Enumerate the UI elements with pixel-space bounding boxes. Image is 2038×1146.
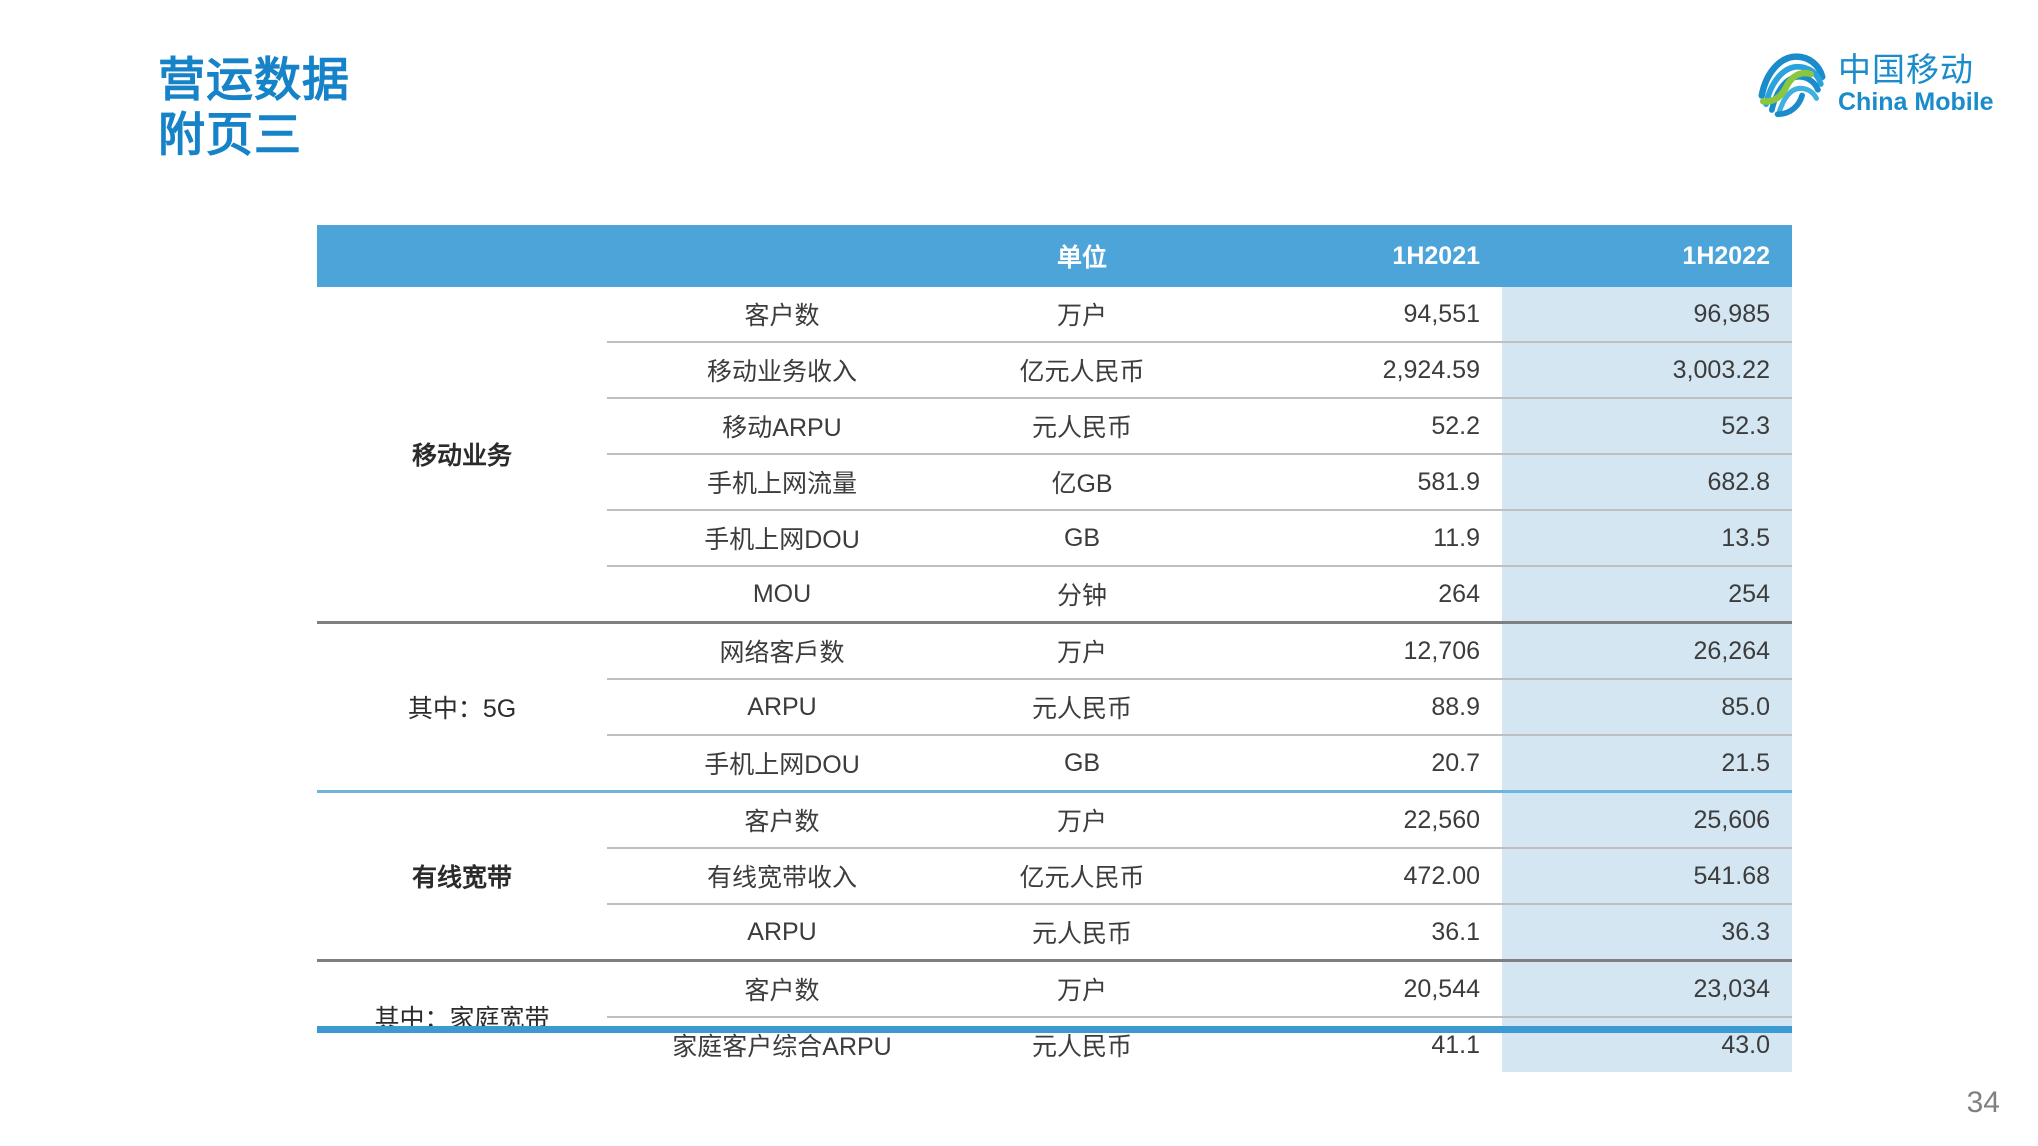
row-value-1h2021: 472.00 (1207, 847, 1502, 904)
row-unit-label: GB (957, 509, 1207, 566)
row-value-1h2021: 94,551 (1207, 287, 1502, 342)
row-value-1h2021: 11.9 (1207, 509, 1502, 566)
table-row: ARPU 元人民币 88.9 85.0 (317, 678, 1792, 735)
row-value-1h2021: 264 (1207, 565, 1502, 623)
logo-text-cn: 中国移动 (1838, 50, 1974, 88)
table-row: 有线宽带 客户数 万户 22,560 25,606 (317, 790, 1792, 961)
row-value-1h2022: 23,034 (1502, 959, 1792, 1017)
row-value-1h2022: 36.3 (1502, 903, 1792, 961)
row-value-1h2022: 21.5 (1502, 734, 1792, 792)
row-item-label: 网络客戶数 (607, 621, 957, 679)
table-row: 移动业务收入 亿元人民币 2,924.59 3,003.22 (317, 341, 1792, 398)
row-item-label: ARPU (607, 903, 957, 961)
row-unit-label: 元人民币 (957, 678, 1207, 735)
header-item (607, 225, 957, 287)
row-value-1h2021: 2,924.59 (1207, 341, 1502, 398)
operating-data-table-wrap: 单位 1H2021 1H2022 移动业务 客户数 万户 94,551 96,985 移动… (317, 225, 1792, 1072)
table-row: 手机上网流量 亿GB 581.9 682.8 (317, 453, 1792, 510)
row-value-1h2022: 52.3 (1502, 397, 1792, 454)
row-unit-label: 亿元人民币 (957, 847, 1207, 904)
row-item-label: 移动ARPU (607, 397, 957, 454)
row-unit-label: 亿元人民币 (957, 341, 1207, 398)
row-unit-label: 万户 (957, 959, 1207, 1017)
row-category-label: 其中：家庭宽带 (317, 959, 607, 1072)
row-value-1h2022: 25,606 (1502, 790, 1792, 848)
china-mobile-logo: 中国移动 China Mobile (1756, 48, 1994, 120)
table-header-row: 单位 1H2021 1H2022 (317, 225, 1792, 287)
row-item-label: MOU (607, 565, 957, 623)
row-value-1h2022: 85.0 (1502, 678, 1792, 735)
page-title-line-2: 附页三 (158, 108, 302, 162)
table-row: ARPU 元人民币 36.1 36.3 (317, 903, 1792, 961)
row-item-label: 手机上网流量 (607, 453, 957, 510)
china-mobile-logo-mark (1756, 48, 1828, 120)
row-value-1h2021: 20.7 (1207, 734, 1502, 792)
row-category-label: 移动业务 (317, 287, 607, 623)
china-mobile-logo-text: 中国移动 China Mobile (1838, 50, 1994, 117)
row-unit-label: 亿GB (957, 453, 1207, 510)
row-value-1h2021: 88.9 (1207, 678, 1502, 735)
header-category (317, 225, 607, 287)
row-value-1h2021: 581.9 (1207, 453, 1502, 510)
row-item-label: 客户数 (607, 959, 957, 1017)
row-unit-label: 万户 (957, 790, 1207, 848)
logo-text-en: China Mobile (1838, 88, 1994, 117)
row-value-1h2021: 36.1 (1207, 903, 1502, 961)
row-value-1h2022: 13.5 (1502, 509, 1792, 566)
header-unit: 单位 (957, 225, 1207, 287)
row-item-label: ARPU (607, 678, 957, 735)
row-unit-label: 元人民币 (957, 397, 1207, 454)
row-value-1h2021: 20,544 (1207, 959, 1502, 1017)
table-row: 移动ARPU 元人民币 52.2 52.3 (317, 397, 1792, 454)
row-value-1h2022: 541.68 (1502, 847, 1792, 904)
row-unit-label: 万户 (957, 621, 1207, 679)
row-value-1h2022: 26,264 (1502, 621, 1792, 679)
table-body: 移动业务 客户数 万户 94,551 96,985 移动业务收入 亿元人民币 2,924.59… (317, 287, 1792, 1072)
row-unit-label: 元人民币 (957, 903, 1207, 961)
row-item-label: 手机上网DOU (607, 734, 957, 792)
row-value-1h2021: 22,560 (1207, 790, 1502, 848)
row-category-label: 其中：5G (317, 621, 607, 792)
table-row: 手机上网DOU GB 11.9 13.5 (317, 509, 1792, 566)
table-row: MOU 分钟 264 254 (317, 565, 1792, 623)
header-1h2021: 1H2021 (1207, 225, 1502, 287)
row-unit-label: 分钟 (957, 565, 1207, 623)
row-value-1h2022: 254 (1502, 565, 1792, 623)
row-category-label: 有线宽带 (317, 790, 607, 961)
row-value-1h2022: 3,003.22 (1502, 341, 1792, 398)
table-bottom-rule (317, 1026, 1792, 1033)
page-title: 营运数据 附页三 (158, 52, 350, 163)
row-item-label: 有线宽带收入 (607, 847, 957, 904)
row-item-label: 手机上网DOU (607, 509, 957, 566)
row-item-label: 客户数 (607, 790, 957, 848)
table-row: 其中：5G 网络客戶数 万户 12,706 26,264 (317, 621, 1792, 792)
table-row: 其中：家庭宽带 客户数 万户 20,544 23,034 (317, 959, 1792, 1072)
row-value-1h2022: 96,985 (1502, 287, 1792, 342)
row-item-label: 客户数 (607, 287, 957, 342)
row-unit-label: GB (957, 734, 1207, 792)
table-row: 手机上网DOU GB 20.7 21.5 (317, 734, 1792, 792)
row-value-1h2021: 12,706 (1207, 621, 1502, 679)
table-header: 单位 1H2021 1H2022 (317, 225, 1792, 287)
row-item-label: 移动业务收入 (607, 341, 957, 398)
row-value-1h2022: 682.8 (1502, 453, 1792, 510)
row-value-1h2021: 52.2 (1207, 397, 1502, 454)
page-title-line-1: 营运数据 (158, 53, 350, 106)
operating-data-table: 单位 1H2021 1H2022 移动业务 客户数 万户 94,551 96,985 移动… (317, 225, 1792, 1072)
header-1h2022: 1H2022 (1502, 225, 1792, 287)
page-number: 34 (1966, 1086, 2000, 1119)
table-row: 移动业务 客户数 万户 94,551 96,985 (317, 287, 1792, 623)
table-row: 有线宽带收入 亿元人民币 472.00 541.68 (317, 847, 1792, 904)
row-unit-label: 万户 (957, 287, 1207, 342)
